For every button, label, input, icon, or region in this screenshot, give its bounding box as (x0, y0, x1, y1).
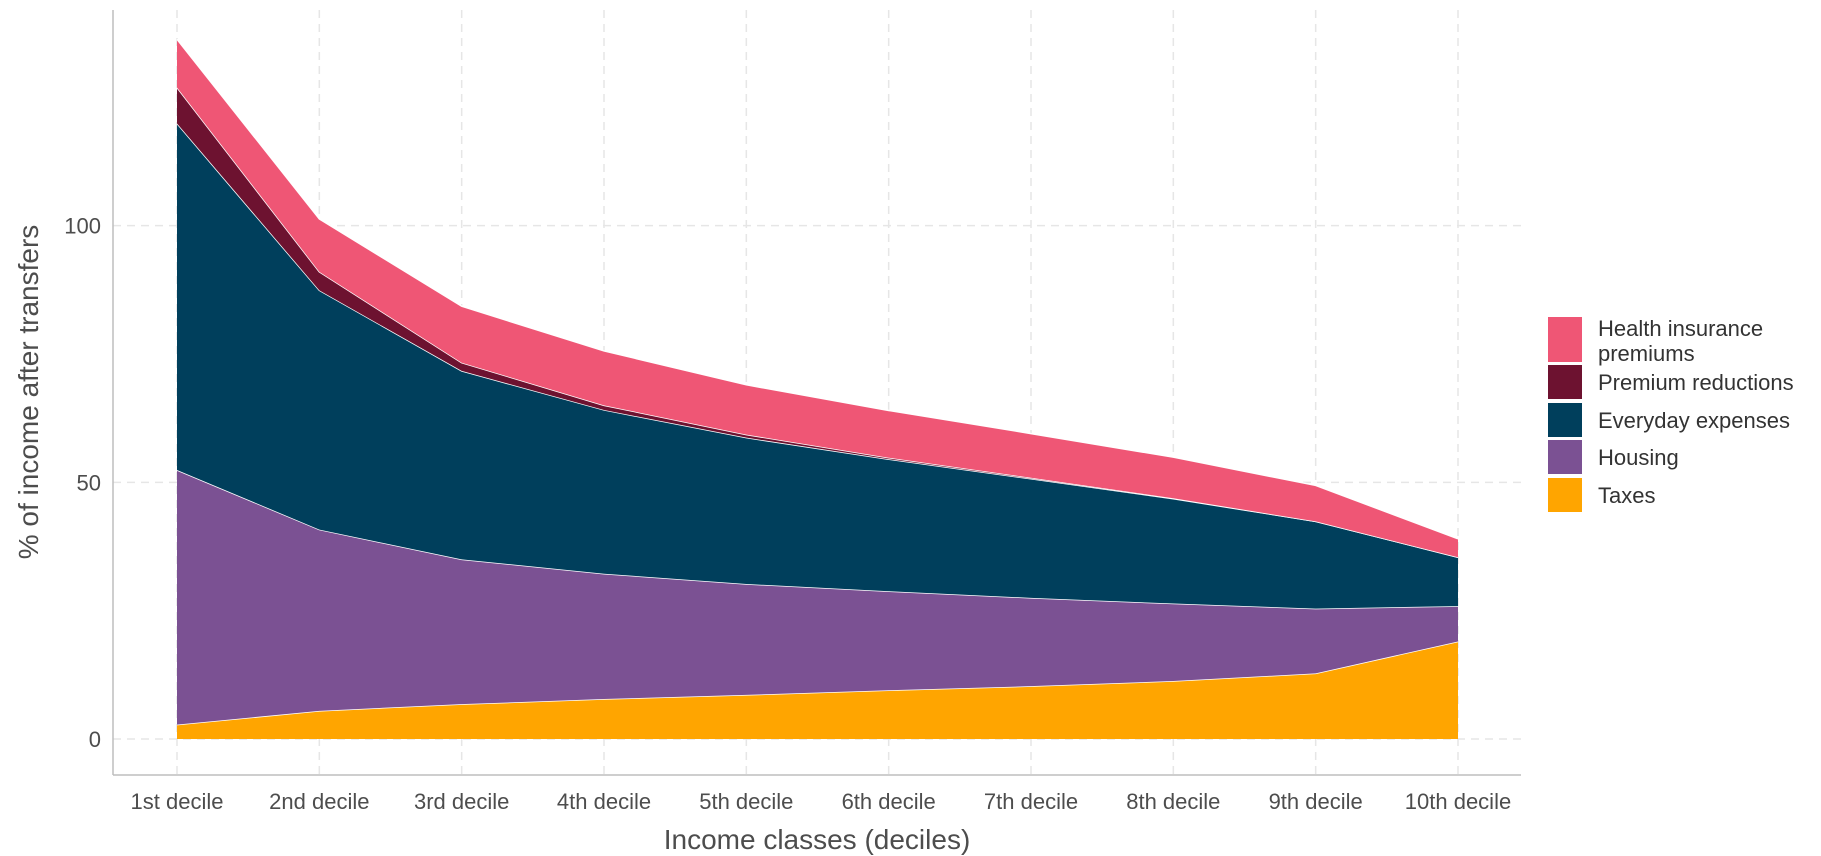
axes (112, 10, 1521, 776)
legend-label: Premium reductions (1598, 370, 1794, 395)
y-tick-label: 0 (89, 727, 101, 752)
x-tick-label: 5th decile (699, 789, 793, 814)
area-everyday-expenses (177, 123, 1458, 609)
y-axis-title: % of income after transfers (13, 225, 44, 560)
x-tick-label: 4th decile (557, 789, 651, 814)
y-tick-label: 100 (64, 214, 101, 239)
legend-label: Health insurance (1598, 316, 1763, 341)
x-tick-label: 2nd decile (269, 789, 369, 814)
area-taxes (177, 641, 1458, 740)
legend-label: premiums (1598, 341, 1695, 366)
x-tick-label: 6th decile (842, 789, 936, 814)
area-boundary-health-insurance-premiums (176, 38, 1459, 540)
x-tick-label: 7th decile (984, 789, 1078, 814)
area-health-insurance-premiums (177, 39, 1458, 558)
legend-swatch (1548, 403, 1582, 437)
tick-labels: 1st decile 2nd decile 3rd decile 4th decile… (64, 214, 1511, 814)
legend-item-housing: Housing (1548, 440, 1679, 474)
y-tick-label: 50 (77, 470, 101, 495)
legend-swatch (1548, 317, 1582, 362)
legend-label: Housing (1598, 445, 1679, 470)
x-tick-label: 9th decile (1269, 789, 1363, 814)
legend-swatch (1548, 365, 1582, 399)
x-tick-label: 8th decile (1126, 789, 1220, 814)
legend-label: Taxes (1598, 483, 1655, 508)
legend-swatch (1548, 478, 1582, 512)
x-tick-label: 10th decile (1405, 789, 1511, 814)
legend-item-premium-reductions: Premium reductions (1548, 365, 1794, 399)
x-tick-label: 1st decile (131, 789, 224, 814)
area-housing (177, 470, 1458, 725)
x-tick-label: 3rd decile (414, 789, 509, 814)
area-series-layer (176, 38, 1459, 740)
legend-item-taxes: Taxes (1548, 478, 1655, 512)
legend-item-everyday-expenses: Everyday expenses (1548, 403, 1790, 437)
legend-label: Everyday expenses (1598, 408, 1790, 433)
legend-swatch (1548, 440, 1582, 474)
x-axis-title: Income classes (deciles) (664, 824, 971, 855)
